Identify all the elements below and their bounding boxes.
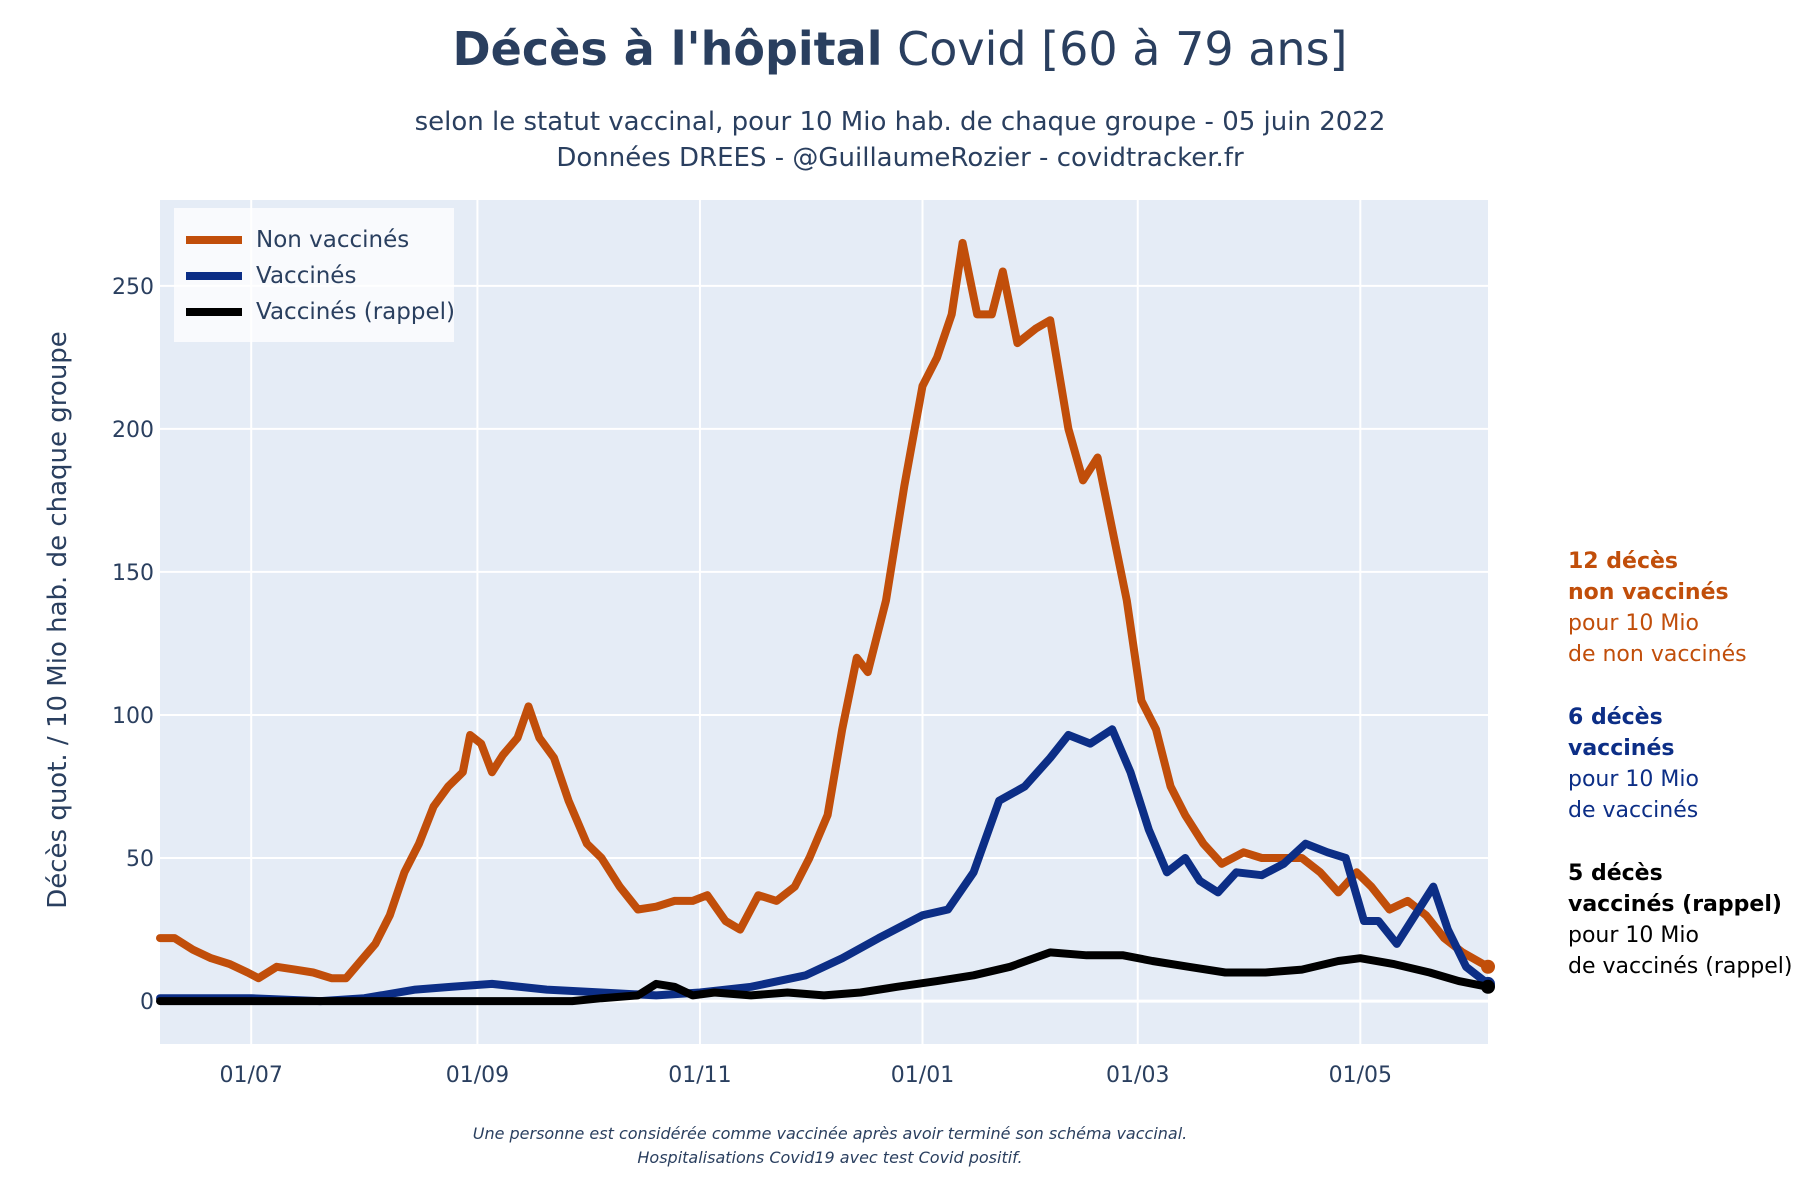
annotation-non-vaccines-line3: pour 10 Mio: [1568, 611, 1699, 636]
x-tick-label: 01/01: [891, 1063, 954, 1088]
annotation-non-vaccines-group: non vaccinés: [1568, 580, 1729, 605]
y-tick-label: 0: [140, 990, 154, 1015]
annotation-non-vaccines-count: 12 décès: [1568, 549, 1678, 574]
annotation-vaccines-line4: de vaccinés: [1568, 798, 1699, 823]
chart-title-rest: Covid [60 à 79 ans]: [897, 22, 1348, 76]
annotation-vaccines-line3: pour 10 Mio: [1568, 767, 1699, 792]
legend-item-non-vaccines[interactable]: Non vaccinés: [186, 225, 409, 255]
annotation-vaccines: 6 décès vaccinés pour 10 Mio de vaccinés: [1568, 702, 1699, 826]
chart-title: Décès à l'hôpital Covid [60 à 79 ans]: [0, 22, 1800, 76]
annotation-rappel-count: 5 décès: [1568, 861, 1663, 886]
legend-swatch-rappel: [186, 308, 242, 316]
annotation-rappel-line4: de vaccinés (rappel): [1568, 954, 1793, 979]
series-lines: [156, 238, 1495, 1006]
chart-title-bold: Décès à l'hôpital: [452, 22, 883, 76]
x-tick-label: 01/07: [220, 1063, 283, 1088]
footnote-line2: Hospitalisations Covid19 avec test Covid…: [637, 1148, 1023, 1167]
y-tick-label: 150: [112, 561, 154, 586]
y-tick-label: 50: [126, 847, 154, 872]
series-line-vaccines: [156, 725, 1492, 1006]
legend-item-vaccines[interactable]: Vaccinés: [186, 261, 356, 291]
footnote-line1: Une personne est considérée comme vaccin…: [472, 1124, 1188, 1143]
annotation-vaccines-group: vaccinés: [1568, 736, 1675, 761]
y-tick-label: 100: [112, 704, 154, 729]
series-line-rappel: [156, 948, 1492, 1006]
annotation-non-vaccines: 12 décès non vaccinés pour 10 Mio de non…: [1568, 546, 1747, 670]
chart-subtitle-line2: Données DREES - @GuillaumeRozier - covid…: [556, 143, 1244, 173]
annotation-rappel-line3: pour 10 Mio: [1568, 923, 1699, 948]
legend-label-non-vaccines: Non vaccinés: [256, 227, 410, 253]
y-tick-label: 250: [112, 275, 154, 300]
legend-swatch-vaccines: [186, 272, 242, 280]
x-gridlines: [250, 200, 1362, 1044]
y-tick-label: 200: [112, 418, 154, 443]
x-tick-label: 01/03: [1106, 1063, 1169, 1088]
series-line-non-vaccines: [156, 238, 1492, 983]
annotation-vaccines-count: 6 décès: [1568, 705, 1663, 730]
annotation-rappel-group: vaccinés (rappel): [1568, 892, 1782, 917]
y-tick-labels: 0 50 100 150 200 250: [112, 275, 154, 1015]
chart-subtitle-line1: selon le statut vaccinal, pour 10 Mio ha…: [414, 107, 1386, 137]
legend-label-vaccines: Vaccinés: [256, 263, 357, 289]
series-line-rappel-endpoint: [1481, 979, 1495, 994]
x-tick-labels: 01/07 01/09 01/11 01/01 01/03 01/05: [220, 1063, 1393, 1088]
series-line-non-vaccines-endpoint: [1481, 959, 1495, 974]
legend-item-rappel[interactable]: Vaccinés (rappel): [186, 297, 455, 327]
legend-label-rappel: Vaccinés (rappel): [256, 299, 455, 325]
x-tick-label: 01/11: [668, 1063, 731, 1088]
x-tick-label: 01/05: [1329, 1063, 1392, 1088]
legend-swatch-non-vaccines: [186, 236, 242, 244]
x-tick-label: 01/09: [446, 1063, 509, 1088]
annotation-non-vaccines-line4: de non vaccinés: [1568, 642, 1747, 667]
annotation-rappel: 5 décès vaccinés (rappel) pour 10 Mio de…: [1568, 858, 1793, 982]
legend: Non vaccinés Vaccinés Vaccinés (rappel): [174, 208, 455, 342]
